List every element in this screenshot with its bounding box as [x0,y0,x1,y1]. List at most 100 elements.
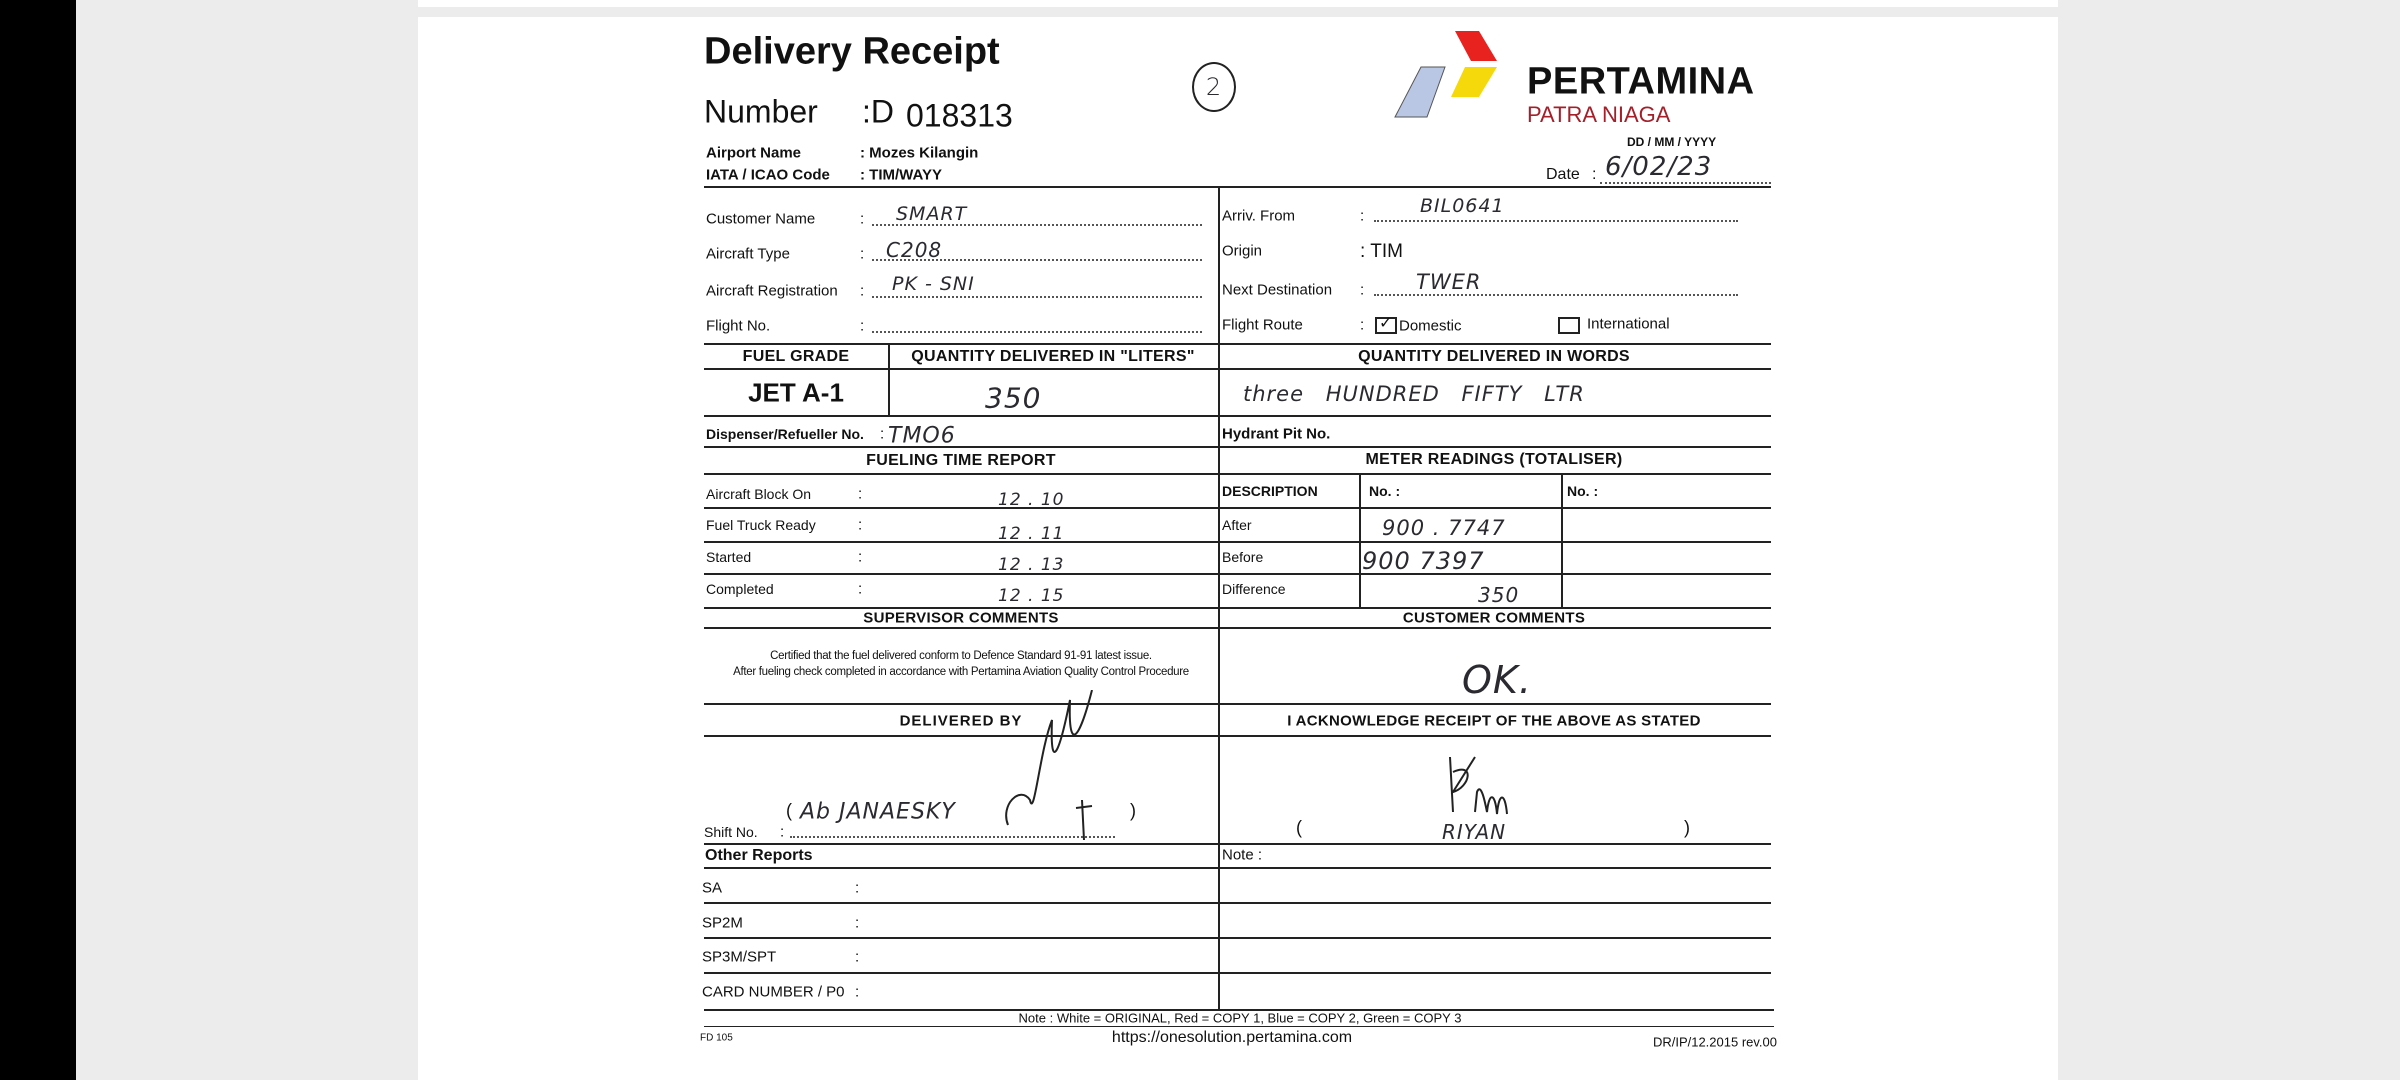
words-header: QUANTITY DELIVERED IN WORDS [1358,348,1630,365]
colon: : [860,210,865,228]
block-on-label: Aircraft Block On [706,486,812,502]
note-label: Note : [1222,846,1263,864]
copy-mark: 2 [1192,62,1236,112]
flight-no-label: Flight No. [706,317,771,335]
customer-comment-value: OK. [1462,658,1532,702]
fuel-grade-value: JET A-1 [748,377,844,408]
aircraft-registration-value: PK - SNI [892,273,975,295]
divider [704,573,1771,575]
arriv-from-field[interactable] [1374,220,1738,222]
supervisor-comments-header: SUPERVISOR COMMENTS [863,609,1059,627]
certified-line-2: After fueling check completed in accorda… [733,666,1189,678]
divider [704,473,1771,475]
divider [704,607,1771,609]
divider [704,1009,1774,1011]
divider [704,972,1771,974]
divider [704,186,1771,188]
divider [704,902,1771,904]
viewer-sidebar [0,0,76,1080]
shift-no-field[interactable] [790,836,1115,838]
started-value: 12 . 13 [998,555,1065,575]
colon: : [1360,281,1365,299]
colon: : [858,548,863,566]
aircraft-registration-field[interactable] [872,296,1202,298]
hydrant-pit-label: Hydrant Pit No. [1222,425,1331,443]
receiver-open-paren: ( [1296,817,1302,838]
footer-url[interactable]: https://onesolution.pertamina.com [1111,1029,1353,1046]
colon: : [858,516,863,534]
date-format: DD / MM / YYYY [1627,135,1717,149]
completed-label: Completed [706,581,774,597]
customer-name-field[interactable] [872,224,1202,226]
previous-page-edge [418,0,2058,7]
sp3m-spt-label: SP3M/SPT [702,948,777,966]
deliverer-name: Ab JANAESKY [800,799,956,825]
domestic-checkbox[interactable]: ✓ [1375,315,1397,334]
iata-value: : TIM/WAYY [860,166,942,184]
deliverer-open-paren: ( [786,800,792,821]
completed-value: 12 . 15 [998,586,1065,606]
customer-name-label: Customer Name [706,210,816,228]
colon: : [860,282,865,300]
sp2m-label: SP2M [702,914,743,932]
dispenser-value: TMO6 [888,423,956,449]
brand-subtitle: PATRA NIAGA [1527,102,1671,127]
revision: DR/IP/12.2015 rev.00 [1652,1034,1777,1050]
divider [704,446,1771,448]
colon: : [858,485,863,503]
divider [704,703,1771,705]
meter-header: METER READINGS (TOTALISER) [1365,451,1623,468]
colon: : [855,983,860,1001]
description-header: DESCRIPTION [1222,483,1318,499]
logo-red-shape [1455,31,1497,61]
divider [704,343,1771,345]
divider [704,627,1771,629]
divider [704,541,1771,543]
divider [704,867,1771,869]
acknowledge-header: I ACKNOWLEDGE RECEIPT OF THE ABOVE AS ST… [1287,712,1701,730]
brand-name: PERTAMINA [1527,60,1755,103]
colon: : [858,580,863,598]
liters-value: 350 [985,381,1042,415]
sa-label: SA [702,879,723,897]
flight-no-field[interactable] [872,331,1202,333]
before-label: Before [1222,549,1264,565]
difference-label: Difference [1222,581,1286,597]
card-number-label: CARD NUMBER / P0 [702,983,845,1001]
date-dotted-line [1600,182,1771,184]
truck-ready-value: 12 . 11 [998,524,1065,544]
logo-yellow-shape [1451,67,1497,97]
difference-value: 350 [1478,583,1520,607]
meter-no-2-label: No. : [1567,483,1599,499]
airport-label: Airport Name [706,144,802,162]
aircraft-registration-label: Aircraft Registration [706,282,838,300]
meter-column-divider [1561,474,1563,608]
date-label: Date [1546,166,1580,183]
date-colon: : [1592,166,1597,183]
started-label: Started [706,549,752,565]
colon: : [860,317,865,335]
arriv-from-value: BIL0641 [1420,195,1505,217]
check-icon: ✓ [1379,315,1393,332]
other-reports-header: Other Reports [705,847,813,864]
customer-name-value: SMART [896,203,968,225]
after-value: 900 . 7747 [1382,516,1506,540]
origin-label: Origin [1222,242,1263,260]
iata-label: IATA / ICAO Code [706,166,830,184]
pertamina-logo-icon [1394,31,1497,118]
colon: : [855,948,860,966]
aircraft-type-field[interactable] [872,259,1202,261]
shift-no-label: Shift No. [704,824,758,840]
after-label: After [1222,517,1252,533]
document-title: Delivery Receipt [704,30,1000,73]
deliverer-close-paren: ) [1130,800,1136,821]
divider [704,415,1771,417]
divider [704,368,1771,370]
date-value: 6/02/23 [1605,152,1713,182]
colon: : [780,823,785,841]
flight-route-label: Flight Route [1222,316,1303,334]
next-destination-field[interactable] [1374,294,1738,296]
fuel-column-divider [888,344,890,416]
international-checkbox[interactable] [1558,317,1580,334]
logo-blue-shape [1394,66,1446,118]
